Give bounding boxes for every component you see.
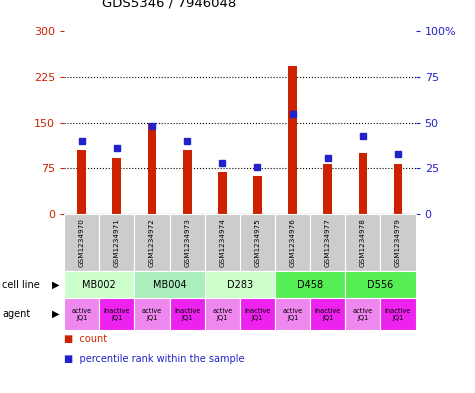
Bar xyxy=(394,164,402,214)
Text: active
JQ1: active JQ1 xyxy=(283,307,303,321)
Text: agent: agent xyxy=(2,309,30,319)
Bar xyxy=(148,123,156,214)
Bar xyxy=(183,150,191,214)
Text: GSM1234972: GSM1234972 xyxy=(149,218,155,267)
Text: active
JQ1: active JQ1 xyxy=(142,307,162,321)
Text: inactive
JQ1: inactive JQ1 xyxy=(174,307,200,321)
Text: ▶: ▶ xyxy=(52,309,59,319)
Text: GSM1234976: GSM1234976 xyxy=(290,218,295,267)
Bar xyxy=(288,66,297,214)
Text: active
JQ1: active JQ1 xyxy=(72,307,92,321)
Text: GSM1234977: GSM1234977 xyxy=(325,218,331,267)
Text: GSM1234971: GSM1234971 xyxy=(114,218,120,267)
Text: D556: D556 xyxy=(367,279,394,290)
Text: ■  count: ■ count xyxy=(64,334,107,344)
Text: GSM1234974: GSM1234974 xyxy=(219,218,225,267)
Text: ■  percentile rank within the sample: ■ percentile rank within the sample xyxy=(64,354,245,364)
Bar xyxy=(359,153,367,214)
Text: inactive
JQ1: inactive JQ1 xyxy=(385,307,411,321)
Text: GSM1234973: GSM1234973 xyxy=(184,218,190,267)
Bar xyxy=(253,176,262,214)
Text: GSM1234975: GSM1234975 xyxy=(255,218,260,267)
Text: inactive
JQ1: inactive JQ1 xyxy=(244,307,271,321)
Text: GSM1234979: GSM1234979 xyxy=(395,218,401,267)
Text: GSM1234970: GSM1234970 xyxy=(79,218,85,267)
Bar xyxy=(218,171,227,214)
Text: ▶: ▶ xyxy=(52,279,59,290)
Text: GDS5346 / 7946048: GDS5346 / 7946048 xyxy=(102,0,237,10)
Text: D458: D458 xyxy=(297,279,323,290)
Text: inactive
JQ1: inactive JQ1 xyxy=(314,307,341,321)
Text: inactive
JQ1: inactive JQ1 xyxy=(104,307,130,321)
Text: cell line: cell line xyxy=(2,279,40,290)
Text: active
JQ1: active JQ1 xyxy=(212,307,232,321)
Text: GSM1234978: GSM1234978 xyxy=(360,218,366,267)
Text: MB002: MB002 xyxy=(82,279,116,290)
Bar xyxy=(323,164,332,214)
Bar xyxy=(77,150,86,214)
Text: MB004: MB004 xyxy=(153,279,186,290)
Text: D283: D283 xyxy=(227,279,253,290)
Text: active
JQ1: active JQ1 xyxy=(353,307,373,321)
Bar xyxy=(113,158,121,214)
